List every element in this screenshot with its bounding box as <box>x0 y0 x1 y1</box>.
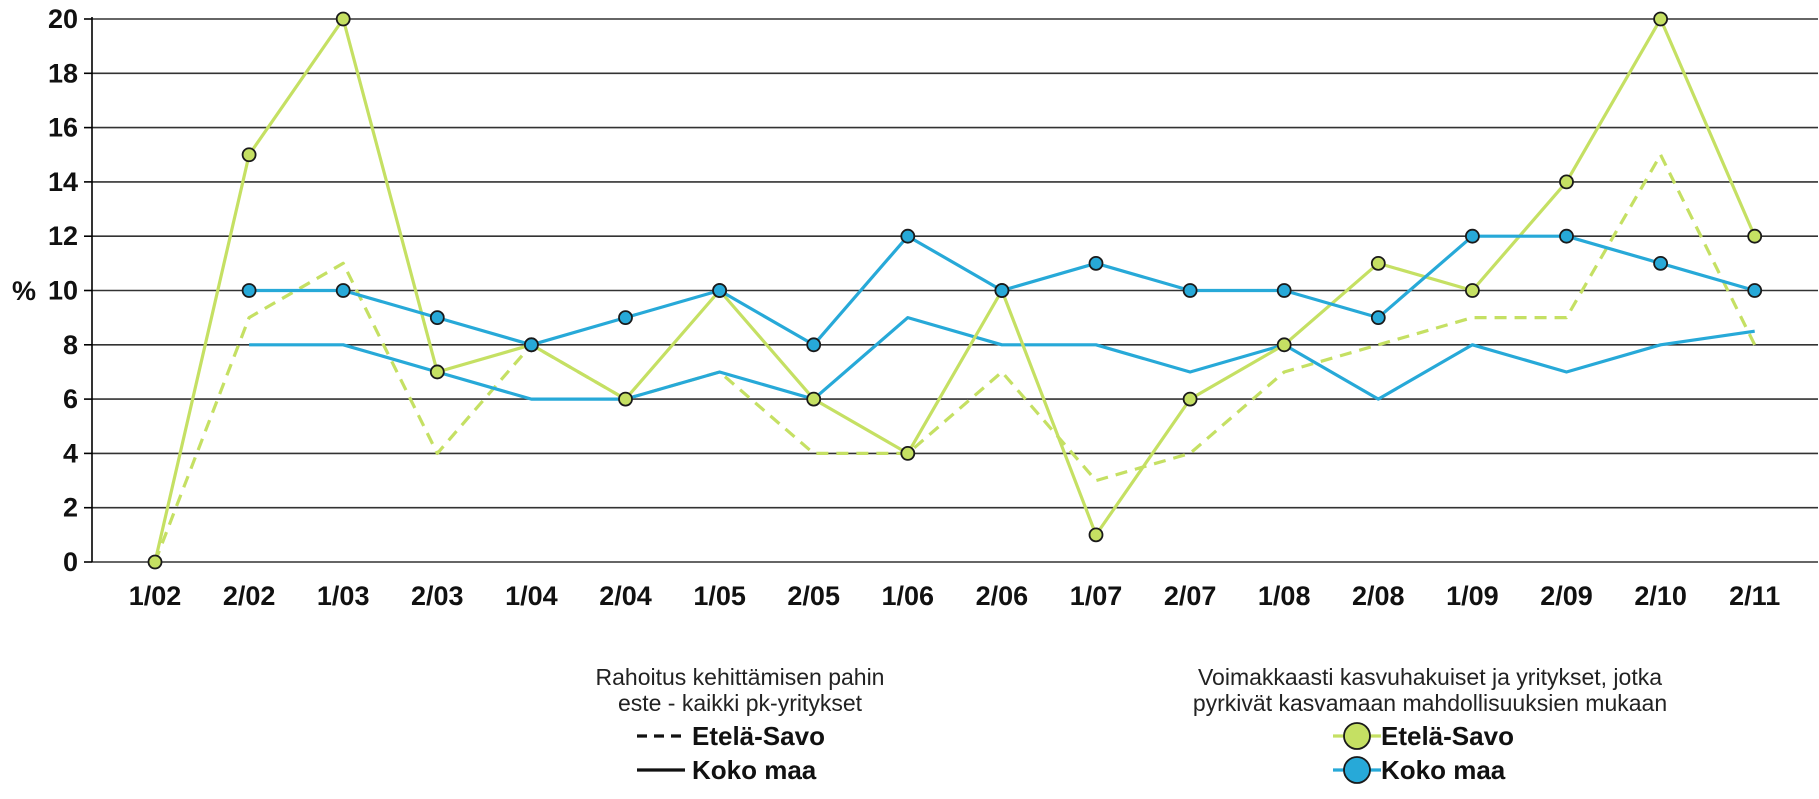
series-point-1-1 <box>1465 228 1480 244</box>
series-point-1-1 <box>1182 283 1198 298</box>
legend-swatch-marker <box>1343 722 1371 750</box>
legend-label: Koko maa <box>692 755 817 785</box>
series-point-1-1 <box>524 337 539 353</box>
x-tick-label: 2/11 <box>1729 581 1780 611</box>
series-line-0-0 <box>153 153 1757 563</box>
series-point-1-0 <box>147 554 163 570</box>
x-tick-label: 2/07 <box>1164 581 1217 611</box>
series-point-1-0 <box>618 391 633 407</box>
x-tick-label: 1/08 <box>1258 581 1311 611</box>
series-markers <box>147 11 1763 570</box>
series-point-1-1 <box>900 228 916 244</box>
x-tick-label: 1/02 <box>129 581 182 611</box>
legend-title-line: este - kaikki pk-yritykset <box>618 690 863 716</box>
series-point-1-0 <box>1747 228 1763 244</box>
y-tick-label: 0 <box>63 547 78 577</box>
series-point-1-1 <box>1276 283 1292 298</box>
series-point-1-1 <box>1559 228 1574 244</box>
x-tick-label: 1/06 <box>882 581 935 611</box>
y-tick-label: 16 <box>48 113 78 143</box>
series-point-1-1 <box>1747 283 1763 298</box>
y-tick-label: 10 <box>48 276 78 306</box>
series-point-1-0 <box>1465 283 1480 298</box>
y-tick-label: 2 <box>63 493 78 523</box>
series-point-1-1 <box>712 283 727 298</box>
legend-title-line: Rahoitus kehittämisen pahin <box>596 664 885 690</box>
x-tick-label: 1/05 <box>693 581 746 611</box>
series-point-1-1 <box>1370 310 1386 326</box>
series-line-0-1 <box>249 316 1755 401</box>
series-point-1-0 <box>1276 337 1292 353</box>
x-tick-label: 1/03 <box>317 581 370 611</box>
y-tick-label: 6 <box>63 384 78 414</box>
x-tick-label: 1/04 <box>505 581 558 611</box>
series-point-1-0 <box>806 391 822 407</box>
series-point-1-1 <box>1653 255 1668 271</box>
legend-label: Etelä-Savo <box>692 721 825 751</box>
series-point-1-0 <box>335 11 351 27</box>
y-tick-label: 8 <box>63 330 78 360</box>
series-point-1-0 <box>429 364 445 380</box>
series-point-1-1 <box>806 337 822 353</box>
y-axis-ticks: 0 2 4 6 8 10 12 14 16 18 20 <box>48 4 93 577</box>
series-point-1-0 <box>1370 255 1386 271</box>
x-tick-label: 2/02 <box>223 581 276 611</box>
series-point-1-0 <box>900 445 916 461</box>
x-axis-ticks: 1/02 2/02 1/03 2/03 1/04 2/04 1/05 2/05 1/06 2/06… <box>129 581 1781 611</box>
x-tick-label: 1/09 <box>1446 581 1499 611</box>
series-point-1-1 <box>429 310 445 326</box>
x-tick-label: 2/09 <box>1540 581 1593 611</box>
x-tick-label: 2/06 <box>976 581 1029 611</box>
x-tick-label: 2/08 <box>1352 581 1405 611</box>
series-point-1-0 <box>1559 174 1574 190</box>
legend-label: Etelä-Savo <box>1381 721 1514 751</box>
series-point-1-0 <box>1653 11 1668 27</box>
x-tick-label: 2/03 <box>411 581 464 611</box>
y-tick-label: 18 <box>48 58 78 88</box>
series-point-1-1 <box>994 283 1010 298</box>
x-tick-label: 1/07 <box>1070 581 1123 611</box>
series-point-1-0 <box>1088 527 1104 543</box>
x-tick-label: 2/04 <box>599 581 652 611</box>
series-point-1-1 <box>241 283 257 298</box>
y-tick-label: 4 <box>63 438 78 468</box>
series-point-1-0 <box>241 147 257 163</box>
y-tick-label: 20 <box>48 4 78 34</box>
x-tick-label: 2/05 <box>787 581 840 611</box>
y-tick-label: 14 <box>48 167 78 197</box>
legend-label: Koko maa <box>1381 755 1506 785</box>
legend-swatch-marker <box>1343 756 1371 784</box>
series-point-1-0 <box>1182 391 1198 407</box>
y-axis-label: % <box>12 276 36 306</box>
legend-title-line: Voimakkaasti kasvuhakuiset ja yritykset,… <box>1198 664 1662 690</box>
grid-lines <box>92 18 1818 563</box>
legend-title-line: pyrkivät kasvamaan mahdollisuuksien muka… <box>1193 690 1667 716</box>
x-tick-label: 2/10 <box>1634 581 1687 611</box>
series-lines <box>153 17 1757 563</box>
series-point-1-1 <box>1088 255 1104 271</box>
y-tick-label: 12 <box>48 221 78 251</box>
series-point-1-1 <box>335 283 351 298</box>
series-point-1-1 <box>618 310 633 326</box>
